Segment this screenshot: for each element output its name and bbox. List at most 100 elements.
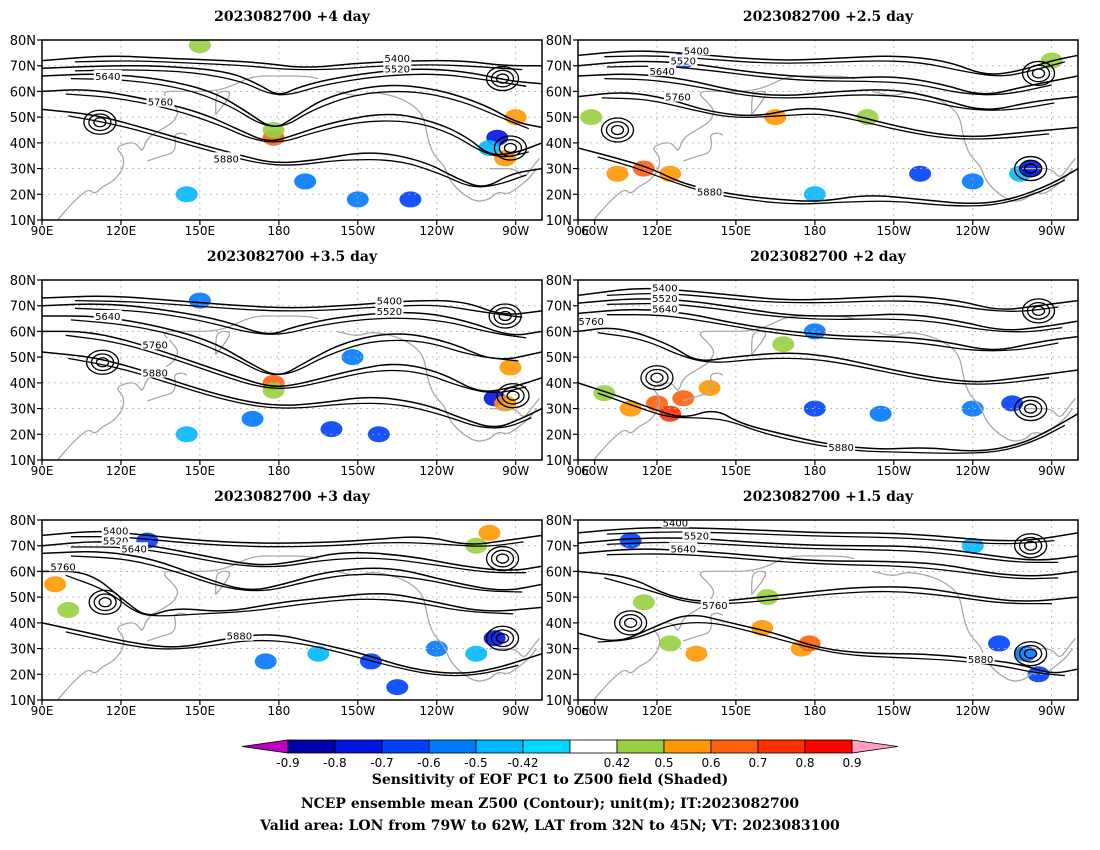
lat-tick-label: 80N (10, 34, 36, 49)
sensitivity-shade (619, 532, 642, 549)
low-center-contour (1013, 395, 1048, 422)
lat-tick-label: 40N (10, 377, 36, 392)
z500-contour (578, 50, 1078, 75)
z500-contour (42, 108, 542, 187)
contour-label: 5760 (578, 317, 603, 328)
low-center-contour (93, 593, 117, 612)
contour-label: 5640 (652, 304, 677, 315)
low-center-contour (650, 372, 664, 383)
colorbar-tick-label: -0.8 (323, 756, 346, 770)
low-center-contour (495, 633, 510, 644)
z500-contour (42, 551, 542, 591)
contour-label: 5760 (702, 601, 727, 612)
z500-contour (578, 298, 1078, 331)
lon-tick-label: 90W (502, 224, 529, 238)
lon-tick-label: 120W (955, 704, 990, 718)
coastline (147, 372, 187, 402)
sensitivity-shade (803, 400, 826, 417)
lon-tick-label: 120E (642, 704, 673, 718)
low-center-contour (495, 73, 510, 84)
contour-label-bg (49, 560, 78, 572)
sensitivity-shade (772, 336, 795, 353)
z500-contour (42, 295, 542, 315)
lat-tick-label: 80N (546, 34, 572, 49)
lat-tick-label: 20N (546, 428, 572, 443)
low-center-contour (640, 365, 674, 391)
lon-tick-label: 120E (106, 224, 137, 238)
low-center-contour (485, 625, 520, 651)
plot-frame (577, 519, 1079, 701)
contour-label-bg (120, 542, 149, 554)
lon-tick-label: 180 (267, 704, 290, 718)
contour-label: 5400 (377, 297, 402, 308)
low-center-contour (1026, 64, 1051, 83)
sensitivity-shade (44, 576, 67, 593)
colorbar-low-triangle (241, 739, 289, 754)
colorbar-swatch (428, 739, 477, 754)
contour-label: 5640 (649, 67, 674, 78)
contour-label: 5640 (95, 312, 120, 323)
contour-label: 5760 (665, 93, 690, 104)
z500-contour (578, 60, 1078, 95)
z500-contour (68, 115, 527, 188)
lon-tick-label: 60W (581, 464, 608, 478)
lat-tick-label: 70N (10, 300, 36, 315)
z500-contour (578, 92, 1078, 138)
lat-tick-label: 80N (10, 274, 36, 289)
low-center-contour (88, 589, 122, 615)
z500-contour (578, 73, 1078, 110)
sensitivity-shade (672, 390, 695, 407)
z500-contour (578, 570, 1078, 602)
low-center-contour (485, 65, 520, 92)
plot-frame (577, 279, 1079, 461)
lat-tick-label: 70N (546, 60, 572, 75)
contour-label: 5520 (377, 307, 402, 318)
lat-tick-label: 10N (546, 454, 572, 469)
sensitivity-shade (1027, 666, 1050, 683)
z500-contour (74, 60, 523, 71)
z500-contour (606, 314, 1059, 352)
lon-tick-label: 150E (185, 464, 216, 478)
panel-title: 2023082700 +1.5 day (743, 489, 914, 505)
low-center-contour (1021, 298, 1056, 324)
sensitivity-shade (685, 645, 708, 662)
panel-title: 2023082700 +2.5 day (743, 9, 914, 25)
z500-contour (42, 303, 542, 336)
contour-label-bg (669, 542, 698, 554)
colorbar-swatch (287, 739, 336, 754)
lat-tick-label: 40N (546, 137, 572, 152)
low-center-contour (1023, 540, 1038, 551)
sensitivity-shade (307, 645, 330, 662)
lat-tick-label: 10N (10, 694, 36, 709)
sensitivity-shade (386, 679, 409, 696)
z500-contour (578, 537, 1078, 561)
contour-label: 5520 (385, 64, 410, 75)
sensitivity-shade (465, 645, 488, 662)
z500-contour (597, 332, 1050, 385)
contour-label: 5520 (652, 294, 677, 305)
z500-contour (65, 334, 527, 394)
lat-tick-label: 10N (10, 214, 36, 229)
low-center-contour (85, 349, 120, 375)
lat-tick-label: 50N (10, 351, 36, 366)
lon-tick-label: 120W (419, 704, 454, 718)
lat-tick-label: 30N (546, 163, 572, 178)
lon-tick-label: 120E (106, 704, 137, 718)
lat-tick-label: 60N (546, 85, 572, 100)
lon-tick-label: 150W (876, 224, 911, 238)
lat-tick-label: 10N (546, 694, 572, 709)
contour-label: 5400 (663, 519, 688, 530)
contour-label-bg (827, 441, 856, 453)
sensitivity-shade (988, 635, 1011, 652)
colorbar-tick-label: 0.8 (795, 756, 814, 770)
sensitivity-shade (499, 359, 522, 376)
lat-tick-label: 60N (10, 325, 36, 340)
sensitivity-shade (241, 410, 264, 427)
lat-tick-label: 70N (546, 300, 572, 315)
lon-tick-label: 90E (31, 224, 54, 238)
